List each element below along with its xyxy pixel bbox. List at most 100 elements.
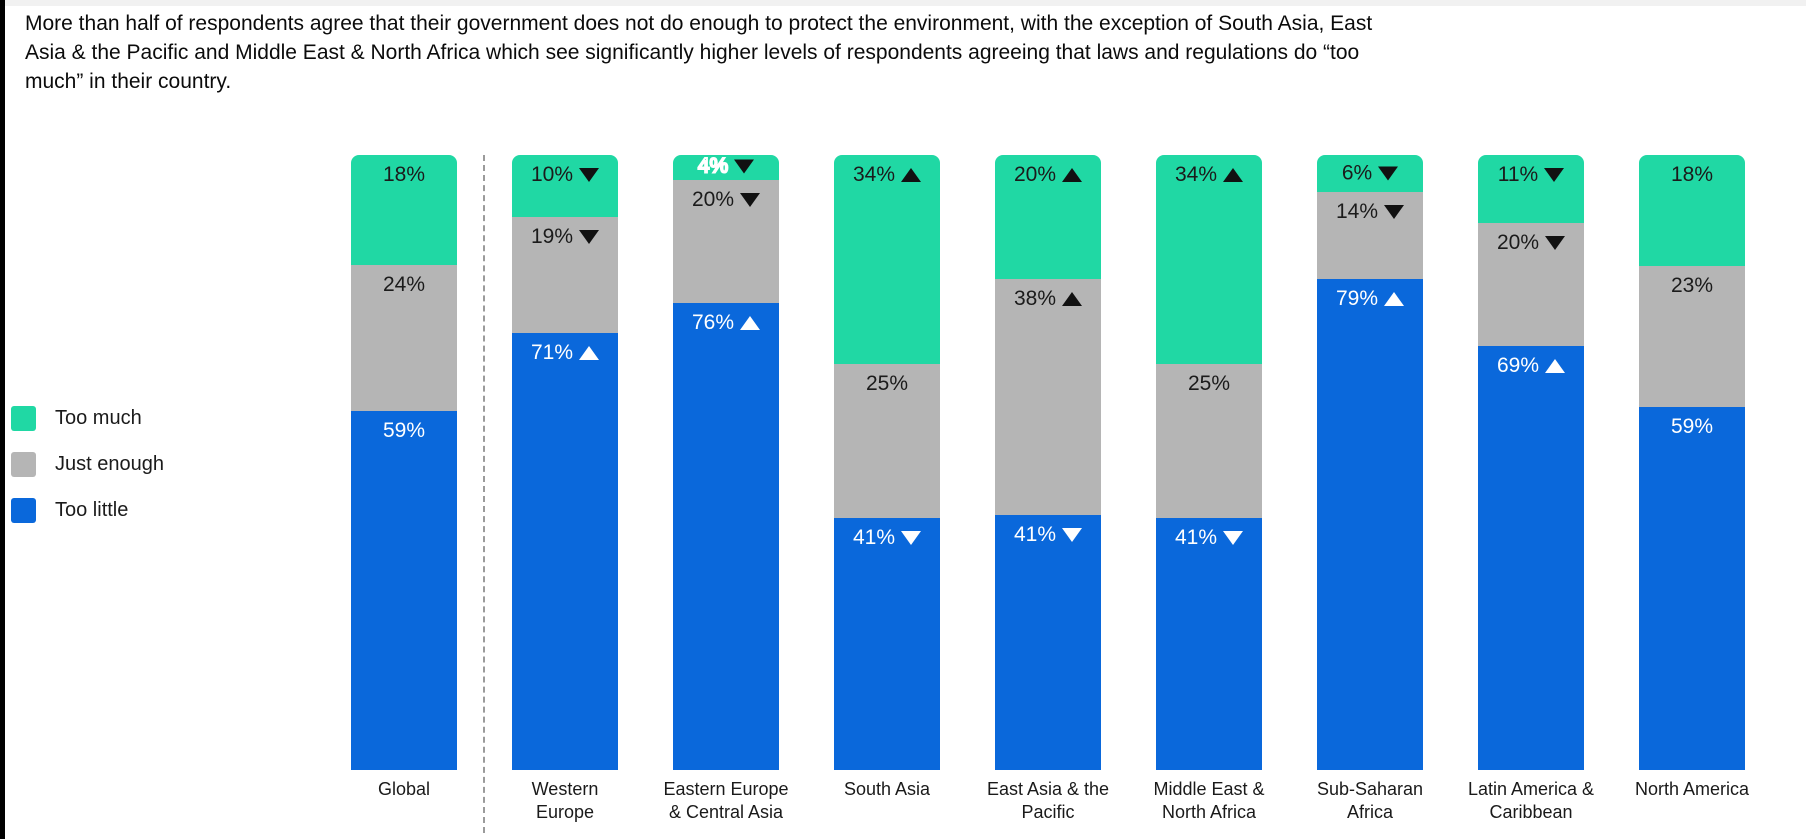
segment-value-label: 79% bbox=[1317, 287, 1423, 311]
segment-value-text: 20% bbox=[1496, 230, 1540, 254]
legend-label: Just enough bbox=[55, 453, 164, 475]
bar-segment-too-little: 41% bbox=[995, 515, 1101, 770]
segment-value-text: 4% bbox=[697, 154, 729, 179]
segment-value-label: 6% bbox=[1317, 161, 1423, 185]
segment-value-label: 25% bbox=[834, 372, 940, 396]
bar-segment-just-enough: 25% bbox=[1156, 364, 1262, 518]
segment-value-label: 41% bbox=[995, 523, 1101, 547]
significance-up-arrow-icon bbox=[1223, 168, 1244, 182]
segment-value-text: 23% bbox=[1670, 273, 1714, 297]
category-label-sub-saharan-africa: Sub-Saharan Africa bbox=[1316, 779, 1424, 822]
legend-swatch-icon bbox=[11, 406, 36, 431]
bar-segment-too-little: 76% bbox=[673, 302, 779, 770]
segment-value-label: 41% bbox=[1156, 526, 1262, 550]
window-left-edge bbox=[0, 0, 5, 839]
category-label-middle-east-north-africa: Middle East & North Africa bbox=[1153, 779, 1265, 822]
bar-segment-just-enough: 23% bbox=[1639, 265, 1745, 408]
legend-label: Too much bbox=[55, 407, 142, 429]
category-label-latin-america-caribbean: Latin America & Caribbean bbox=[1467, 779, 1595, 822]
significance-down-arrow-icon bbox=[1378, 166, 1399, 181]
bar-western-europe: 10% 19% 71% bbox=[512, 155, 618, 770]
segment-value-text: 18% bbox=[1670, 163, 1714, 186]
bar-sub-saharan-africa: 6% 14% 79% bbox=[1317, 155, 1423, 770]
segment-value-label: 20% bbox=[673, 188, 779, 212]
segment-value-label: 14% bbox=[1317, 200, 1423, 224]
legend-swatch-icon bbox=[11, 498, 36, 523]
segment-value-text: 18% bbox=[382, 163, 426, 186]
bar-segment-too-much: 10% bbox=[512, 155, 618, 217]
significance-down-arrow-icon bbox=[734, 159, 755, 174]
significance-up-arrow-icon bbox=[1545, 358, 1566, 373]
bar-segment-too-much: 18% bbox=[351, 155, 457, 265]
bar-segment-too-much: 6% bbox=[1317, 155, 1423, 193]
segment-value-text: 25% bbox=[865, 372, 909, 396]
segment-value-text: 19% bbox=[530, 224, 574, 248]
segment-value-label: 20% bbox=[995, 163, 1101, 187]
category-label-north-america: North America bbox=[1634, 779, 1750, 799]
segment-value-text: 34% bbox=[1174, 163, 1218, 186]
bar-segment-too-much: 34% bbox=[1156, 155, 1262, 365]
significance-down-arrow-icon bbox=[579, 168, 600, 182]
bar-segment-just-enough: 24% bbox=[351, 264, 457, 411]
segment-value-text: 14% bbox=[1335, 200, 1379, 224]
segment-value-label: 59% bbox=[1639, 415, 1745, 439]
segment-value-text: 59% bbox=[1670, 415, 1714, 439]
segment-value-label: 4% bbox=[673, 154, 779, 179]
bar-segment-just-enough: 14% bbox=[1317, 192, 1423, 280]
segment-value-text: 41% bbox=[852, 525, 896, 549]
segment-value-label: 41% bbox=[834, 526, 940, 550]
legend-item: Just enough bbox=[11, 452, 164, 477]
bar-segment-too-much: 18% bbox=[1639, 155, 1745, 266]
bar-global: 18% 24% 59% bbox=[351, 155, 457, 770]
segment-value-text: 20% bbox=[691, 187, 735, 211]
segment-value-text: 38% bbox=[1013, 287, 1057, 311]
segment-value-label: 19% bbox=[512, 225, 618, 249]
segment-value-label: 34% bbox=[834, 163, 940, 187]
segment-value-text: 76% bbox=[691, 310, 735, 334]
segment-value-label: 34% bbox=[1156, 163, 1262, 187]
category-label-eastern-europe-central-asia: Eastern Europe & Central Asia bbox=[663, 779, 789, 822]
segment-value-label: 76% bbox=[673, 311, 779, 335]
significance-up-arrow-icon bbox=[740, 315, 761, 330]
segment-value-label: 71% bbox=[512, 341, 618, 365]
bar-segment-just-enough: 20% bbox=[1478, 222, 1584, 346]
segment-value-label: 69% bbox=[1478, 354, 1584, 378]
bar-segment-too-much: 20% bbox=[995, 155, 1101, 280]
segment-value-label: 25% bbox=[1156, 372, 1262, 396]
segment-value-label: 23% bbox=[1639, 274, 1745, 298]
bar-segment-just-enough: 20% bbox=[673, 179, 779, 303]
bar-segment-just-enough: 19% bbox=[512, 216, 618, 334]
segment-value-label: 18% bbox=[351, 163, 457, 187]
significance-up-arrow-icon bbox=[1062, 292, 1083, 307]
significance-up-arrow-icon bbox=[579, 346, 600, 361]
segment-value-text: 41% bbox=[1174, 525, 1218, 549]
segment-value-label: 11% bbox=[1478, 163, 1584, 187]
bar-segment-just-enough: 38% bbox=[995, 279, 1101, 516]
segment-value-label: 10% bbox=[512, 163, 618, 187]
bar-south-asia: 34% 25% 41% bbox=[834, 155, 940, 770]
bar-segment-too-little: 69% bbox=[1478, 345, 1584, 770]
bar-segment-too-much: 4% bbox=[673, 154, 779, 180]
segment-value-text: 71% bbox=[530, 341, 574, 365]
segment-value-label: 59% bbox=[351, 419, 457, 443]
category-label-east-asia-the-pacific: East Asia & the Pacific bbox=[986, 779, 1110, 822]
segment-value-text: 20% bbox=[1013, 163, 1057, 186]
significance-up-arrow-icon bbox=[1384, 292, 1405, 307]
bar-segment-too-much: 34% bbox=[834, 155, 940, 365]
bar-eastern-europe-central-asia: 4% 20% 76% bbox=[673, 154, 779, 770]
segment-value-text: 25% bbox=[1187, 372, 1231, 396]
legend-item: Too much bbox=[11, 406, 164, 431]
category-label-global: Global bbox=[377, 779, 431, 799]
significance-down-arrow-icon bbox=[1062, 528, 1083, 543]
significance-down-arrow-icon bbox=[579, 229, 600, 244]
global-region-separator-line bbox=[483, 155, 485, 833]
bar-segment-too-little: 59% bbox=[351, 410, 457, 770]
significance-down-arrow-icon bbox=[1223, 530, 1244, 545]
significance-up-arrow-icon bbox=[901, 168, 922, 182]
segment-value-text: 6% bbox=[1341, 161, 1373, 185]
legend-item: Too little bbox=[11, 498, 164, 523]
bar-segment-too-little: 59% bbox=[1639, 407, 1745, 770]
bar-segment-too-little: 71% bbox=[512, 333, 618, 770]
